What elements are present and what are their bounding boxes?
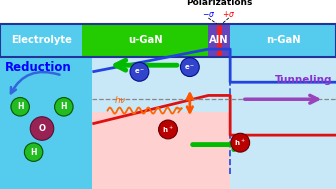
Text: $+\sigma$: $+\sigma$ [222,9,236,19]
Text: $h\nu$: $h\nu$ [114,94,127,105]
Ellipse shape [130,62,149,81]
Text: Tunneling: Tunneling [275,75,333,85]
Text: Reduction: Reduction [5,61,72,74]
Ellipse shape [159,120,177,139]
Text: O: O [39,124,45,133]
Bar [0,57,92,189]
Bar [217,24,222,57]
Ellipse shape [54,98,73,116]
Text: h$^+$: h$^+$ [235,138,246,148]
Text: H: H [30,148,37,157]
Ellipse shape [24,143,43,161]
Bar [92,112,230,189]
Bar [230,24,336,57]
Text: Electrolyte: Electrolyte [11,35,72,45]
Text: H: H [17,102,24,111]
Bar [208,24,230,57]
Ellipse shape [11,98,30,116]
Ellipse shape [180,58,199,77]
Ellipse shape [231,133,250,152]
Ellipse shape [30,117,54,140]
Text: AlN: AlN [209,35,229,45]
Text: h$^+$: h$^+$ [162,124,174,135]
Text: $-\sigma$: $-\sigma$ [202,10,215,19]
Text: e$^-$: e$^-$ [184,63,196,72]
Bar [0,24,82,57]
Text: H: H [60,102,67,111]
Text: u-GaN: u-GaN [128,35,163,45]
Bar [0,24,336,57]
Bar [0,57,336,189]
Bar [82,24,208,57]
Text: Polarizations: Polarizations [186,0,253,7]
Text: e$^-$: e$^-$ [134,67,145,76]
Text: n-GaN: n-GaN [266,35,300,45]
